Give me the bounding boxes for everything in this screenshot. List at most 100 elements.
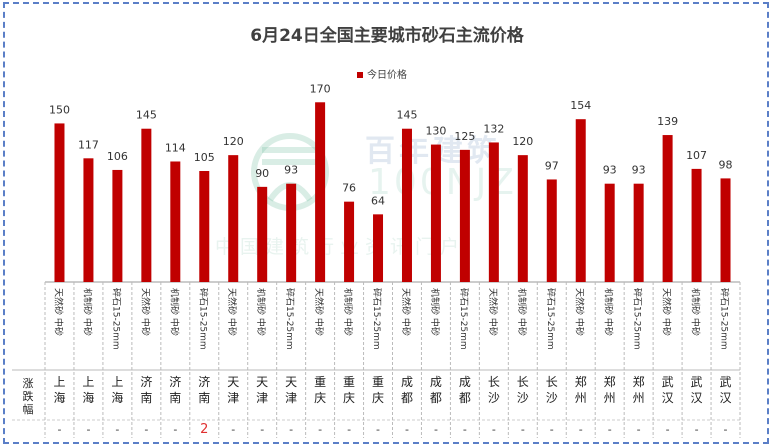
bar xyxy=(546,179,557,282)
change-value: - xyxy=(695,423,699,436)
category-label: 碎石15-25mm xyxy=(197,288,209,350)
city-label: 沙 xyxy=(488,391,500,405)
change-value: - xyxy=(57,423,61,436)
category-label: 机制砂 中砂 xyxy=(81,288,93,336)
city-label: 都 xyxy=(401,391,413,405)
bar xyxy=(604,183,615,282)
data-label: 154 xyxy=(570,99,591,112)
city-label: 沙 xyxy=(546,391,558,405)
city-label: 重 xyxy=(343,375,355,389)
change-value: - xyxy=(521,423,525,436)
bar xyxy=(517,155,528,282)
legend: 今日价格 xyxy=(357,66,407,81)
data-label: 105 xyxy=(194,151,215,164)
city-label: 重 xyxy=(372,375,384,389)
bar xyxy=(662,135,673,282)
bar xyxy=(228,155,239,282)
data-label: 106 xyxy=(107,150,128,163)
city-label: 长 xyxy=(517,375,529,389)
category-label: 碎石15-25mm xyxy=(458,288,470,350)
bar xyxy=(286,183,297,282)
category-label: 天然砂 中砂 xyxy=(574,288,586,336)
city-label: 重 xyxy=(314,375,326,389)
bar xyxy=(633,183,644,282)
change-value: - xyxy=(724,423,728,436)
bar xyxy=(141,128,152,282)
data-label: 170 xyxy=(310,82,331,95)
city-label: 上 xyxy=(82,375,94,389)
city-label: 成 xyxy=(430,375,442,389)
city-label: 汉 xyxy=(720,391,732,405)
change-value: - xyxy=(434,423,438,436)
bar xyxy=(54,123,65,282)
bar xyxy=(575,119,586,282)
city-label: 天 xyxy=(227,375,239,389)
bar xyxy=(401,128,412,282)
city-label: 天 xyxy=(285,375,297,389)
city-label: 庆 xyxy=(343,391,355,405)
change-value: - xyxy=(376,423,380,436)
city-label: 海 xyxy=(111,390,123,405)
category-label: 天然砂 中砂 xyxy=(661,288,673,336)
change-row-header: 涨跌幅 xyxy=(12,377,44,416)
category-label: 天然砂 中砂 xyxy=(226,288,238,336)
city-label: 汉 xyxy=(691,391,703,405)
city-label: 都 xyxy=(459,391,471,405)
data-label: 120 xyxy=(223,135,244,148)
change-row-header-text: 涨跌幅 xyxy=(22,377,34,416)
city-label: 津 xyxy=(227,391,239,405)
category-label: 碎石15-25mm xyxy=(110,288,122,350)
city-label: 武 xyxy=(720,375,732,389)
city-label: 津 xyxy=(285,391,297,405)
category-label: 碎石15-25mm xyxy=(545,288,557,350)
city-label: 长 xyxy=(546,375,558,389)
data-label: 107 xyxy=(686,149,707,162)
data-label: 125 xyxy=(454,130,475,143)
bar xyxy=(488,142,499,282)
data-label: 150 xyxy=(49,103,70,116)
change-value: - xyxy=(115,423,119,436)
bar xyxy=(691,168,702,282)
legend-swatch xyxy=(357,72,363,78)
change-value: - xyxy=(637,423,641,436)
bar xyxy=(720,178,731,282)
change-value: - xyxy=(318,423,322,436)
data-label: 145 xyxy=(136,109,157,122)
city-label: 郑 xyxy=(575,374,587,389)
category-label: 机制砂 中砂 xyxy=(255,288,267,336)
change-value: - xyxy=(405,423,409,436)
watermark-slogan: 中国建筑行业资讯门户 xyxy=(215,236,466,258)
bar xyxy=(430,144,441,282)
change-value: 2 xyxy=(200,422,208,437)
city-label: 济 xyxy=(169,374,181,389)
change-value: - xyxy=(86,423,90,436)
bar xyxy=(257,186,268,282)
bar xyxy=(459,149,470,282)
city-label: 济 xyxy=(140,374,152,389)
city-label: 南 xyxy=(198,390,210,405)
data-label: 145 xyxy=(396,109,417,122)
change-value: - xyxy=(550,423,554,436)
bar xyxy=(83,158,94,282)
category-label: 机制砂 中砂 xyxy=(168,288,180,336)
category-label: 机制砂 中砂 xyxy=(342,288,354,336)
category-label: 机制砂 中砂 xyxy=(516,288,528,336)
bar xyxy=(112,169,123,282)
change-value: - xyxy=(579,423,583,436)
bar xyxy=(199,171,210,282)
change-value: - xyxy=(231,423,235,436)
data-label: 117 xyxy=(78,138,99,151)
category-label: 天然砂 中砂 xyxy=(400,288,412,336)
data-label: 130 xyxy=(425,125,446,138)
data-label: 64 xyxy=(371,194,385,207)
category-label: 天然砂 中砂 xyxy=(52,288,64,336)
category-label: 机制砂 中砂 xyxy=(603,288,615,336)
city-label: 海 xyxy=(82,390,94,405)
city-label: 武 xyxy=(691,375,703,389)
change-value: - xyxy=(463,423,467,436)
change-value: - xyxy=(347,423,351,436)
bar xyxy=(170,161,181,282)
city-label: 庆 xyxy=(372,391,384,405)
category-label: 机制砂 中砂 xyxy=(690,288,702,336)
data-label: 90 xyxy=(255,167,269,180)
